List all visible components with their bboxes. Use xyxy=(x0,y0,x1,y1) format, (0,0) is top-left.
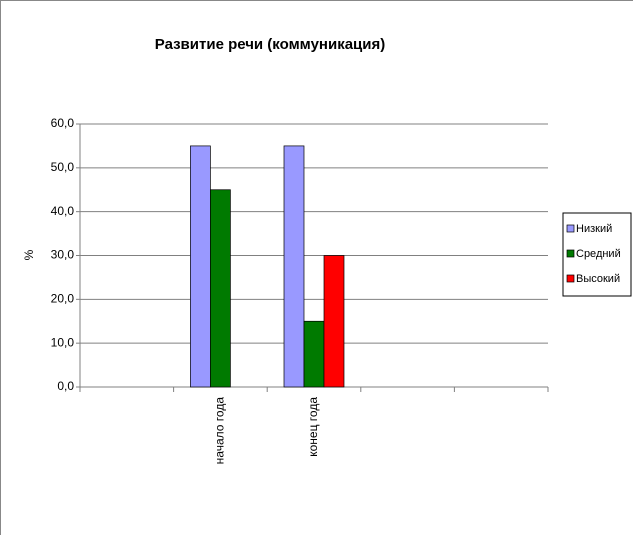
y-tick-label: 10,0 xyxy=(51,335,75,349)
bar xyxy=(303,320,325,388)
legend-swatch xyxy=(566,224,575,233)
legend-label: Низкий xyxy=(576,223,612,235)
x-tick-label: начало года xyxy=(213,397,227,465)
legend-label: Высокий xyxy=(576,273,620,285)
legend-swatch xyxy=(566,274,575,283)
y-tick-label: 40,0 xyxy=(51,204,75,218)
y-tick-label: 50,0 xyxy=(51,160,75,174)
y-axis-label: % xyxy=(22,249,36,260)
y-tick-label: 60,0 xyxy=(51,116,75,130)
legend-swatch xyxy=(566,249,575,258)
legend-label: Средний xyxy=(576,248,621,260)
bar xyxy=(210,189,231,388)
y-tick-label: 0,0 xyxy=(57,379,74,393)
bar xyxy=(323,255,345,388)
x-tick-label: конец года xyxy=(306,397,320,457)
bar xyxy=(190,145,211,388)
chart-title: Развитие речи (коммуникация) xyxy=(155,36,385,53)
bar xyxy=(283,145,305,388)
y-tick-label: 20,0 xyxy=(51,292,75,306)
y-tick-label: 30,0 xyxy=(51,248,75,262)
